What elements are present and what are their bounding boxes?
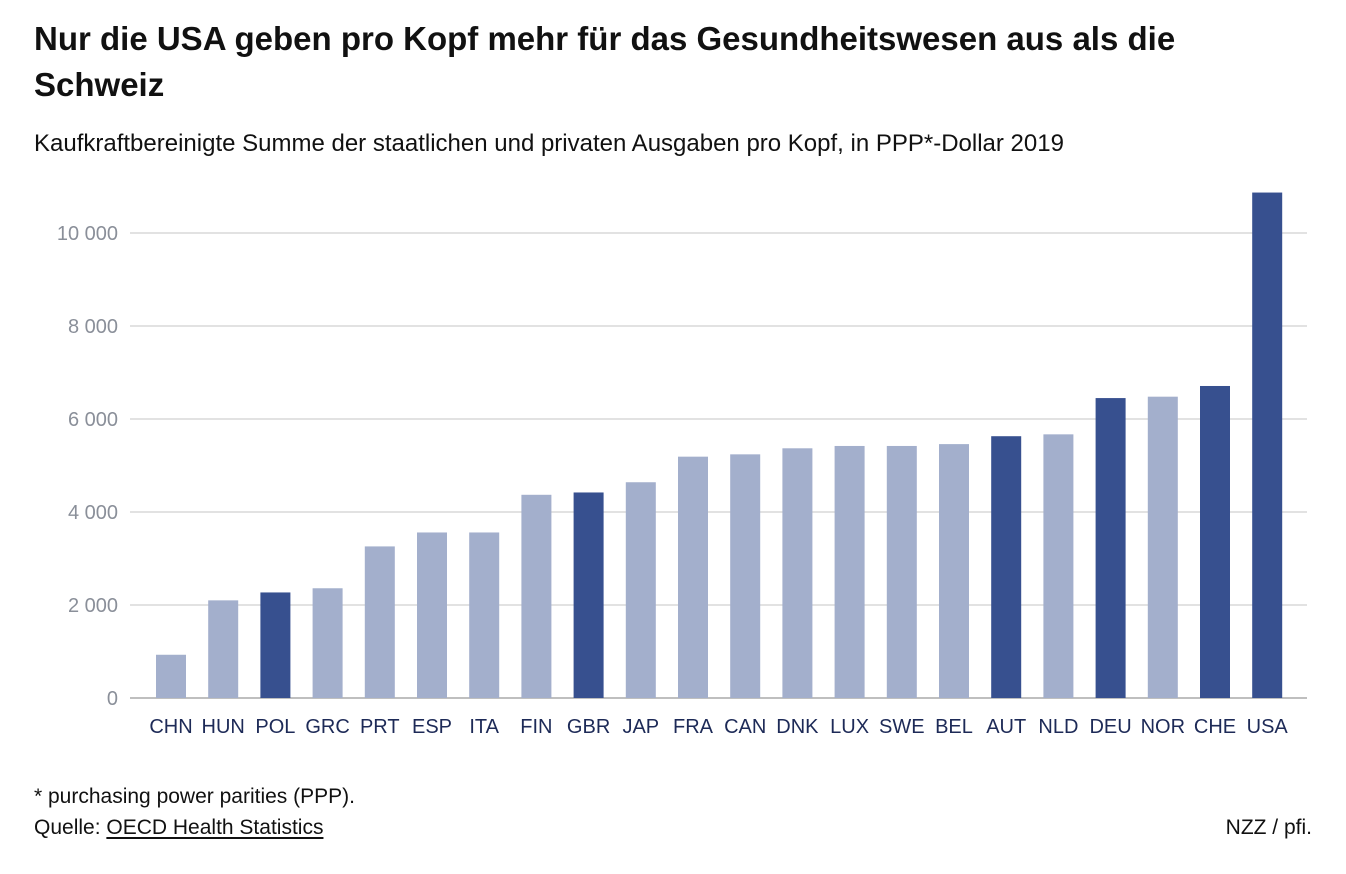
y-tick-label: 4 000 xyxy=(68,502,118,524)
bar-ita xyxy=(469,532,500,698)
y-tick-label: 2 000 xyxy=(68,595,118,617)
x-tick-label: FRA xyxy=(673,716,714,738)
bar-usa xyxy=(1252,192,1283,699)
bar-aut xyxy=(991,436,1022,698)
x-tick-label: AUT xyxy=(986,716,1026,738)
source-link[interactable]: OECD Health Statistics xyxy=(106,816,324,839)
x-tick-label: DEU xyxy=(1089,716,1131,738)
x-tick-label: BEL xyxy=(935,716,973,738)
source-label: Quelle: xyxy=(34,816,107,839)
bars xyxy=(156,192,1283,699)
y-tick-label: 0 xyxy=(107,688,118,710)
chart-title: Nur die USA geben pro Kopf mehr für das … xyxy=(34,20,1176,103)
bar-pol xyxy=(260,592,291,698)
x-tick-label: DNK xyxy=(776,716,819,738)
x-tick-label: CHN xyxy=(149,716,192,738)
bar-esp xyxy=(417,532,447,698)
y-tick-label: 8 000 xyxy=(68,316,118,338)
x-tick-label: USA xyxy=(1247,716,1289,738)
x-tick-label: GRC xyxy=(305,716,349,738)
bar-fra xyxy=(678,456,708,698)
bar-can xyxy=(730,454,761,698)
credit: NZZ / pfi. xyxy=(1225,816,1312,839)
x-tick-label: ITA xyxy=(469,716,499,738)
bar-nor xyxy=(1147,396,1178,698)
x-tick-label: CAN xyxy=(724,716,766,738)
x-tick-label: PRT xyxy=(360,716,400,738)
bar-grc xyxy=(312,588,343,698)
bar-jap xyxy=(625,482,656,698)
y-tick-label: 10 000 xyxy=(57,223,118,245)
bar-bel xyxy=(939,444,969,698)
bar-fin xyxy=(521,494,552,698)
bar-deu xyxy=(1095,398,1126,698)
bar-chart: 0 2 000 4 000 6 000 8 000 10 000 CHN HUN POL GRC… xyxy=(57,192,1307,738)
bar-lux xyxy=(834,445,865,698)
bar-dnk xyxy=(782,448,813,698)
y-axis-ticks: 0 2 000 4 000 6 000 8 000 10 000 xyxy=(57,223,118,710)
chart-subtitle: Kaufkraftbereinigte Summe der staatliche… xyxy=(34,130,1064,157)
bar-hun xyxy=(208,600,239,698)
x-tick-label: NOR xyxy=(1141,716,1185,738)
x-tick-label: NLD xyxy=(1038,716,1078,738)
x-tick-label: CHE xyxy=(1194,716,1236,738)
source-line: Quelle: OECD Health Statistics xyxy=(34,816,323,840)
bar-prt xyxy=(364,546,395,698)
x-tick-label: LUX xyxy=(830,716,869,738)
y-tick-label: 6 000 xyxy=(68,409,118,431)
bar-swe xyxy=(886,445,917,698)
x-tick-label: GBR xyxy=(567,716,610,738)
x-tick-label: ESP xyxy=(412,716,452,738)
x-tick-label: POL xyxy=(255,716,295,738)
x-tick-label: FIN xyxy=(520,716,552,738)
bar-chn xyxy=(156,654,186,698)
gridlines xyxy=(130,232,1307,699)
bar-che xyxy=(1200,385,1230,698)
bar-gbr xyxy=(573,492,604,698)
bar-nld xyxy=(1043,434,1074,698)
x-tick-label: HUN xyxy=(202,716,245,738)
footnote: * purchasing power parities (PPP). xyxy=(34,785,355,808)
x-axis-ticks: CHN HUN POL GRC PRT ESP ITA FIN GBR JAP FRA CAN DNK L… xyxy=(149,716,1288,738)
x-tick-label: SWE xyxy=(879,716,925,738)
x-tick-label: JAP xyxy=(622,716,659,738)
